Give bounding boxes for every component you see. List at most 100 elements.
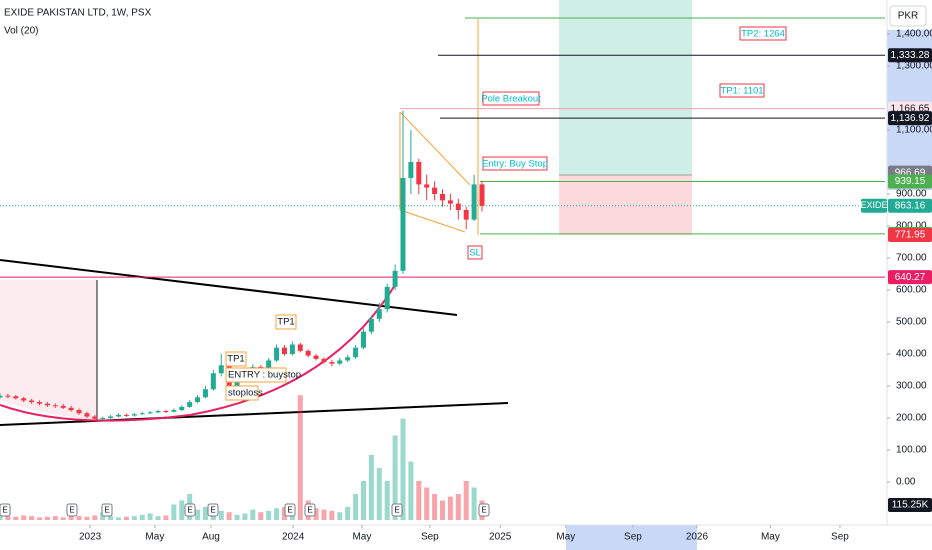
annotation: TP1 [277,317,294,328]
volume-bar [195,509,201,520]
earnings-marker [478,503,490,517]
candle-body [68,407,74,411]
x-tick-label: Sep [624,532,642,543]
symbol-badge [861,198,887,213]
volume-bar [432,494,438,520]
candle-body [313,355,319,359]
price-badge-label: 863.16 [895,200,926,211]
volume-bar [234,514,240,520]
y-tick-label: 800.00 [896,221,927,232]
candle-body [131,414,137,416]
candle-body [424,184,430,188]
candle-body [100,418,106,420]
y-tick-label: 300.00 [896,381,927,392]
candles [0,110,485,421]
annotation-box [739,26,787,41]
candle-body [463,210,469,220]
candle-body [408,161,414,178]
earnings-marker [184,503,196,517]
volume-bar [250,509,256,520]
candle-body [447,200,453,204]
target-zone [559,0,692,175]
y-tick-label: 1,400.00 [896,29,932,40]
candle-body [163,411,169,413]
candle-body [44,403,50,406]
price-badge [888,270,932,285]
volume-bar [116,517,122,520]
annotation-box [719,83,765,98]
price-badge-label: 640.27 [895,272,926,283]
candle-body [479,184,485,206]
annotation-box [225,385,259,401]
candle-body [368,318,374,332]
candle-body [147,412,153,414]
volume-bar [68,514,74,520]
x-tick-label: May [352,532,371,543]
currency[interactable]: PKR [898,11,919,22]
volume-bar [368,455,374,520]
candle-body [321,358,327,363]
earnings-marker [66,503,78,517]
volume-bar [52,516,58,520]
earnings-marker [0,503,11,517]
volume-bar [329,510,335,520]
candle-body [337,360,343,364]
volume-bar [384,481,390,520]
price-badge [888,48,932,63]
time-range-highlight [566,525,697,550]
volume-bar [108,516,114,520]
x-tick-label: 2025 [489,532,512,543]
candle-body [84,413,90,417]
candle-body [384,286,390,310]
annotation-box [482,91,540,106]
candle-body [187,402,193,407]
volume-bar [13,516,19,520]
candle-body [471,184,477,220]
volume-badge [888,498,932,512]
candle-body [0,395,3,398]
trendline-lower [0,402,509,426]
volume-bar [60,517,66,520]
volume-bar [376,468,382,520]
volume-bar [202,507,208,520]
earnings-label: E [287,506,292,515]
volume-bar [463,481,469,520]
x-tick-label: May [761,532,780,543]
volume-bar [337,512,343,520]
y-tick-label: 200.00 [896,413,927,424]
annotation: Entry: Buy Stop [482,159,548,170]
price-badge [888,198,932,213]
candle-body [281,347,287,355]
volume-bar [416,481,422,520]
candle-body [353,347,359,358]
earnings-marker [391,503,403,517]
cup-curve [0,284,396,422]
price-badge-label: 966.69 [895,167,926,178]
volume-bar [123,516,129,520]
volume-badge-label: 115.25K [892,500,929,511]
y-tick-label: 600.00 [896,285,927,296]
annotation: ENTRY : buystop [228,370,301,381]
volume-bar [179,500,185,520]
candle-body [37,402,43,404]
candle-body [455,203,461,210]
volume-bar [226,512,232,520]
annotation: TP1 [227,354,244,365]
earnings-label: E [69,506,74,515]
x-tick-label: Sep [831,532,849,543]
volume-bar [408,461,414,520]
volume-bar [171,504,177,520]
candle-body [416,161,422,185]
volume-bar [44,516,50,520]
stop-zone [559,175,692,235]
earnings-label: E [394,506,399,515]
earnings-label: E [481,506,486,515]
candle-body [92,416,98,419]
candle-body [432,187,438,194]
candle-body [123,414,129,416]
wedge [399,111,471,233]
annotation: stoploss [228,388,263,399]
currency-box[interactable] [889,5,927,27]
